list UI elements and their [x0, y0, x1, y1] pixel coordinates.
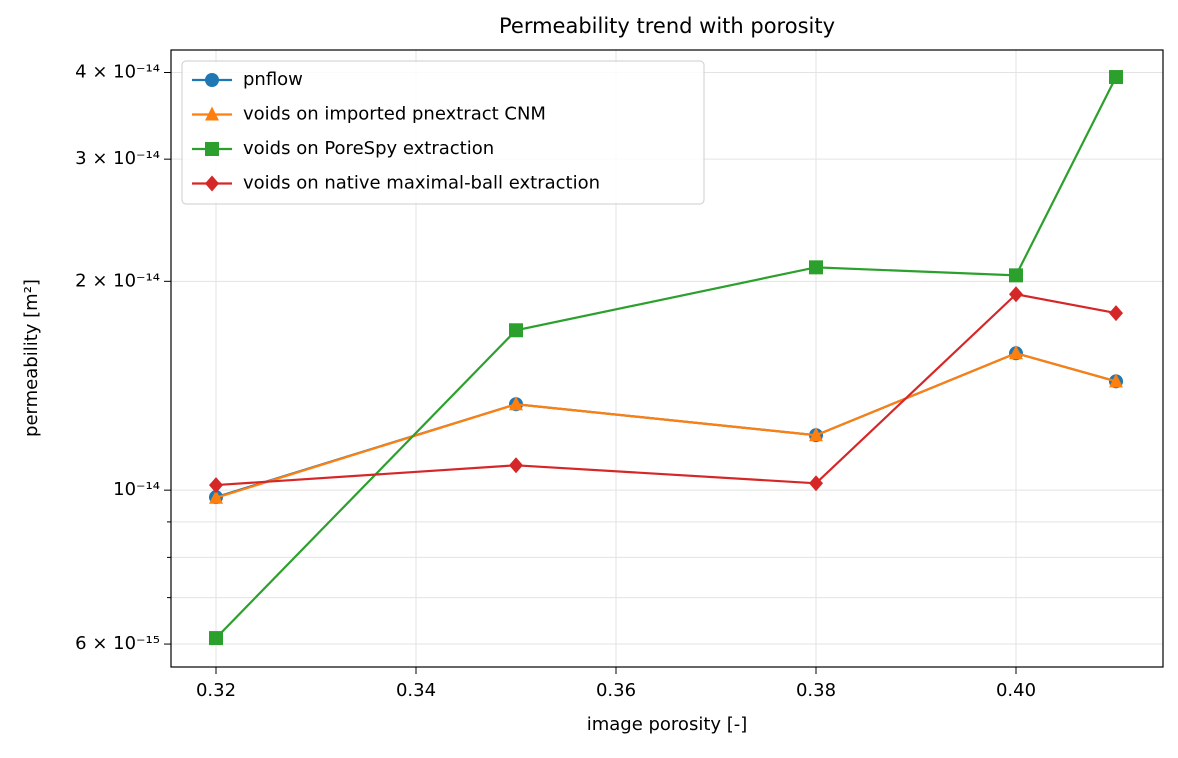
marker [1109, 373, 1123, 388]
marker [209, 631, 223, 646]
legend-label: voids on PoreSpy extraction [243, 138, 494, 159]
marker [209, 477, 223, 494]
marker [509, 396, 523, 411]
marker [809, 475, 823, 492]
chart-title: Permeability trend with porosity [499, 14, 835, 38]
marker [1109, 305, 1123, 322]
y-tick-label: 2 × 10⁻¹⁴ [75, 270, 160, 291]
y-tick-label: 10⁻¹⁴ [113, 479, 160, 500]
y-tick-label: 4 × 10⁻¹⁴ [75, 61, 160, 82]
marker [205, 142, 219, 156]
y-tick-label: 6 × 10⁻¹⁵ [75, 633, 160, 654]
x-axis-label: image porosity [-] [587, 714, 748, 735]
x-tick-label: 0.32 [196, 680, 236, 701]
marker [205, 73, 219, 87]
marker [205, 106, 219, 121]
marker [209, 489, 223, 504]
legend-label: voids on native maximal-ball extraction [243, 173, 600, 194]
marker [809, 427, 823, 442]
y-axis-label: permeability [m²] [21, 279, 42, 437]
legend-label: voids on imported pnextract CNM [243, 104, 546, 125]
legend-label: pnflow [243, 69, 303, 90]
marker [509, 457, 523, 474]
y-tick-label: 3 × 10⁻¹⁴ [75, 148, 160, 169]
marker [205, 175, 219, 192]
marker [1009, 345, 1023, 360]
marker [509, 323, 523, 338]
marker [1009, 268, 1023, 283]
marker [1009, 286, 1023, 303]
legend-box [181, 60, 705, 205]
x-tick-label: 0.38 [796, 680, 836, 701]
marker [1109, 70, 1123, 85]
x-tick-label: 0.34 [396, 680, 436, 701]
marker [809, 260, 823, 275]
x-tick-label: 0.36 [596, 680, 636, 701]
x-tick-label: 0.40 [996, 680, 1036, 701]
plot-frame [170, 49, 1164, 668]
